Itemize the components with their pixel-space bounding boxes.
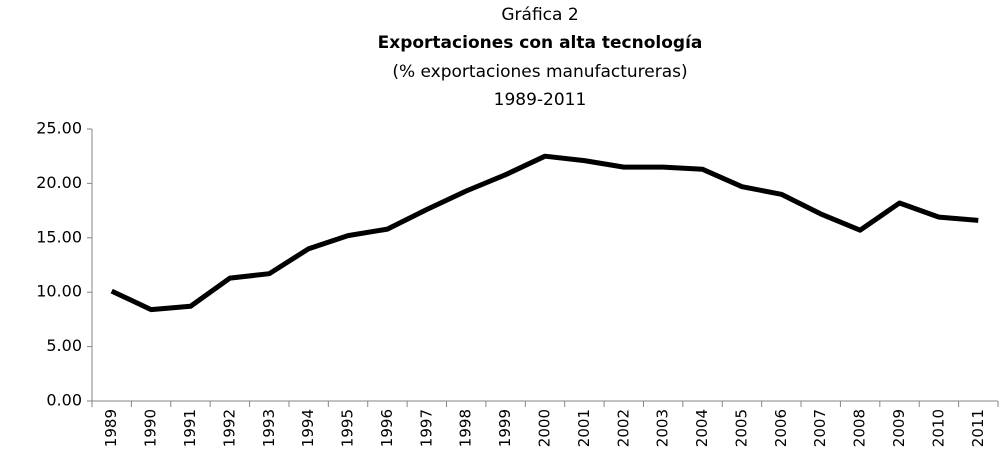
x-tick-label: 1994 — [299, 409, 317, 447]
chart-subtitle: Exportaciones con alta tecnología — [378, 33, 703, 53]
x-tick-label: 1996 — [378, 409, 396, 447]
y-tick-label: 15.00 — [36, 227, 82, 246]
y-tick-label: 20.00 — [36, 173, 82, 192]
x-tick-label: 1990 — [142, 409, 160, 447]
x-tick-label: 1999 — [496, 409, 514, 447]
x-tick-label: 2011 — [969, 409, 987, 447]
chart-period: 1989-2011 — [494, 90, 587, 110]
y-tick-label: 25.00 — [36, 119, 82, 138]
x-tick-label: 2005 — [732, 409, 750, 447]
x-tick-label: 2004 — [693, 409, 711, 447]
x-tick-label: 2007 — [811, 409, 829, 447]
x-tick-label: 2003 — [654, 409, 672, 447]
x-tick-label: 1991 — [181, 409, 199, 447]
y-tick-label: 0.00 — [46, 391, 82, 410]
chart-unit: (% exportaciones manufactureras) — [392, 62, 687, 82]
x-tick-label: 2008 — [851, 409, 869, 447]
x-tick-label: 2010 — [929, 409, 947, 447]
x-tick-label: 2006 — [772, 409, 790, 447]
line-series — [110, 153, 979, 313]
x-tick-label: 2002 — [614, 409, 632, 447]
x-tick-label: 1989 — [102, 409, 120, 447]
x-tick-label: 2009 — [890, 409, 908, 447]
x-tick-label: 2000 — [536, 409, 554, 447]
y-tick-label: 10.00 — [36, 282, 82, 301]
x-tick-label: 1993 — [260, 409, 278, 447]
x-tick-label: 1997 — [417, 409, 435, 447]
y-tick-label: 5.00 — [46, 336, 82, 355]
chart-title: Gráfica 2 — [501, 5, 578, 25]
x-tick-label: 1998 — [457, 409, 475, 447]
x-tick-label: 2001 — [575, 409, 593, 447]
x-tick-label: 1992 — [220, 409, 238, 447]
x-tick-label: 1995 — [339, 409, 357, 447]
